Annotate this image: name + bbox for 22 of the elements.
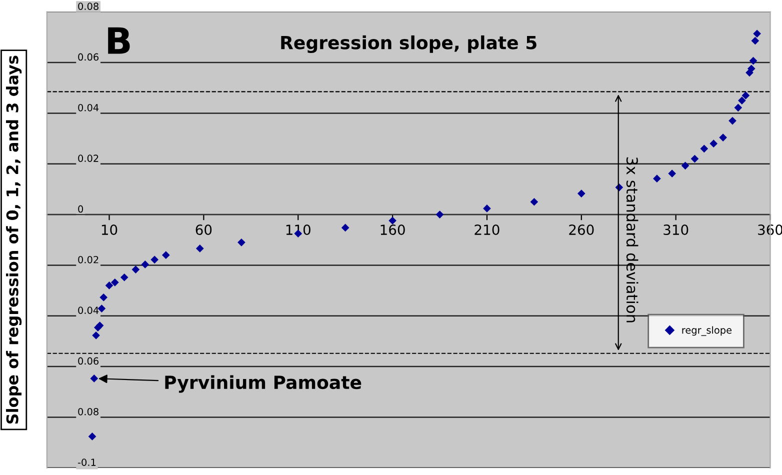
y-tick-label: 0.08: [78, 2, 98, 10]
y-tick-label: 0: [78, 205, 84, 213]
x-tick-label: 10: [102, 224, 118, 236]
annotation: Pyrvinium Pamoate: [165, 375, 362, 393]
y-tick-label: 0.02: [78, 256, 98, 264]
y-tick-label: 0.04: [78, 104, 99, 112]
annotation: B: [108, 27, 130, 54]
text: Regression slope, plate 5: [281, 35, 536, 54]
y-tick-label: 0.02: [78, 154, 98, 162]
x-tick-label: 160: [380, 224, 405, 236]
x-tick-label: 60: [196, 224, 212, 236]
y-axis-title: Slope of regression of 0, 1, 2, and 3 days: [6, 56, 22, 424]
legend-label: regr_slope: [682, 326, 732, 336]
x-tick-label: 310: [664, 224, 688, 236]
y-tick-label: 0.04: [78, 306, 99, 314]
y-tick-label: -0.1: [78, 458, 96, 466]
y-tick-label: 0.06: [78, 53, 99, 61]
y-tick-label: 0.08: [78, 408, 98, 416]
x-tick-label: 260: [569, 224, 594, 236]
y-tick-label: 0.06: [78, 357, 99, 365]
x-tick-label: 210: [474, 224, 500, 236]
annotation: 3x standard deviation: [626, 157, 638, 322]
